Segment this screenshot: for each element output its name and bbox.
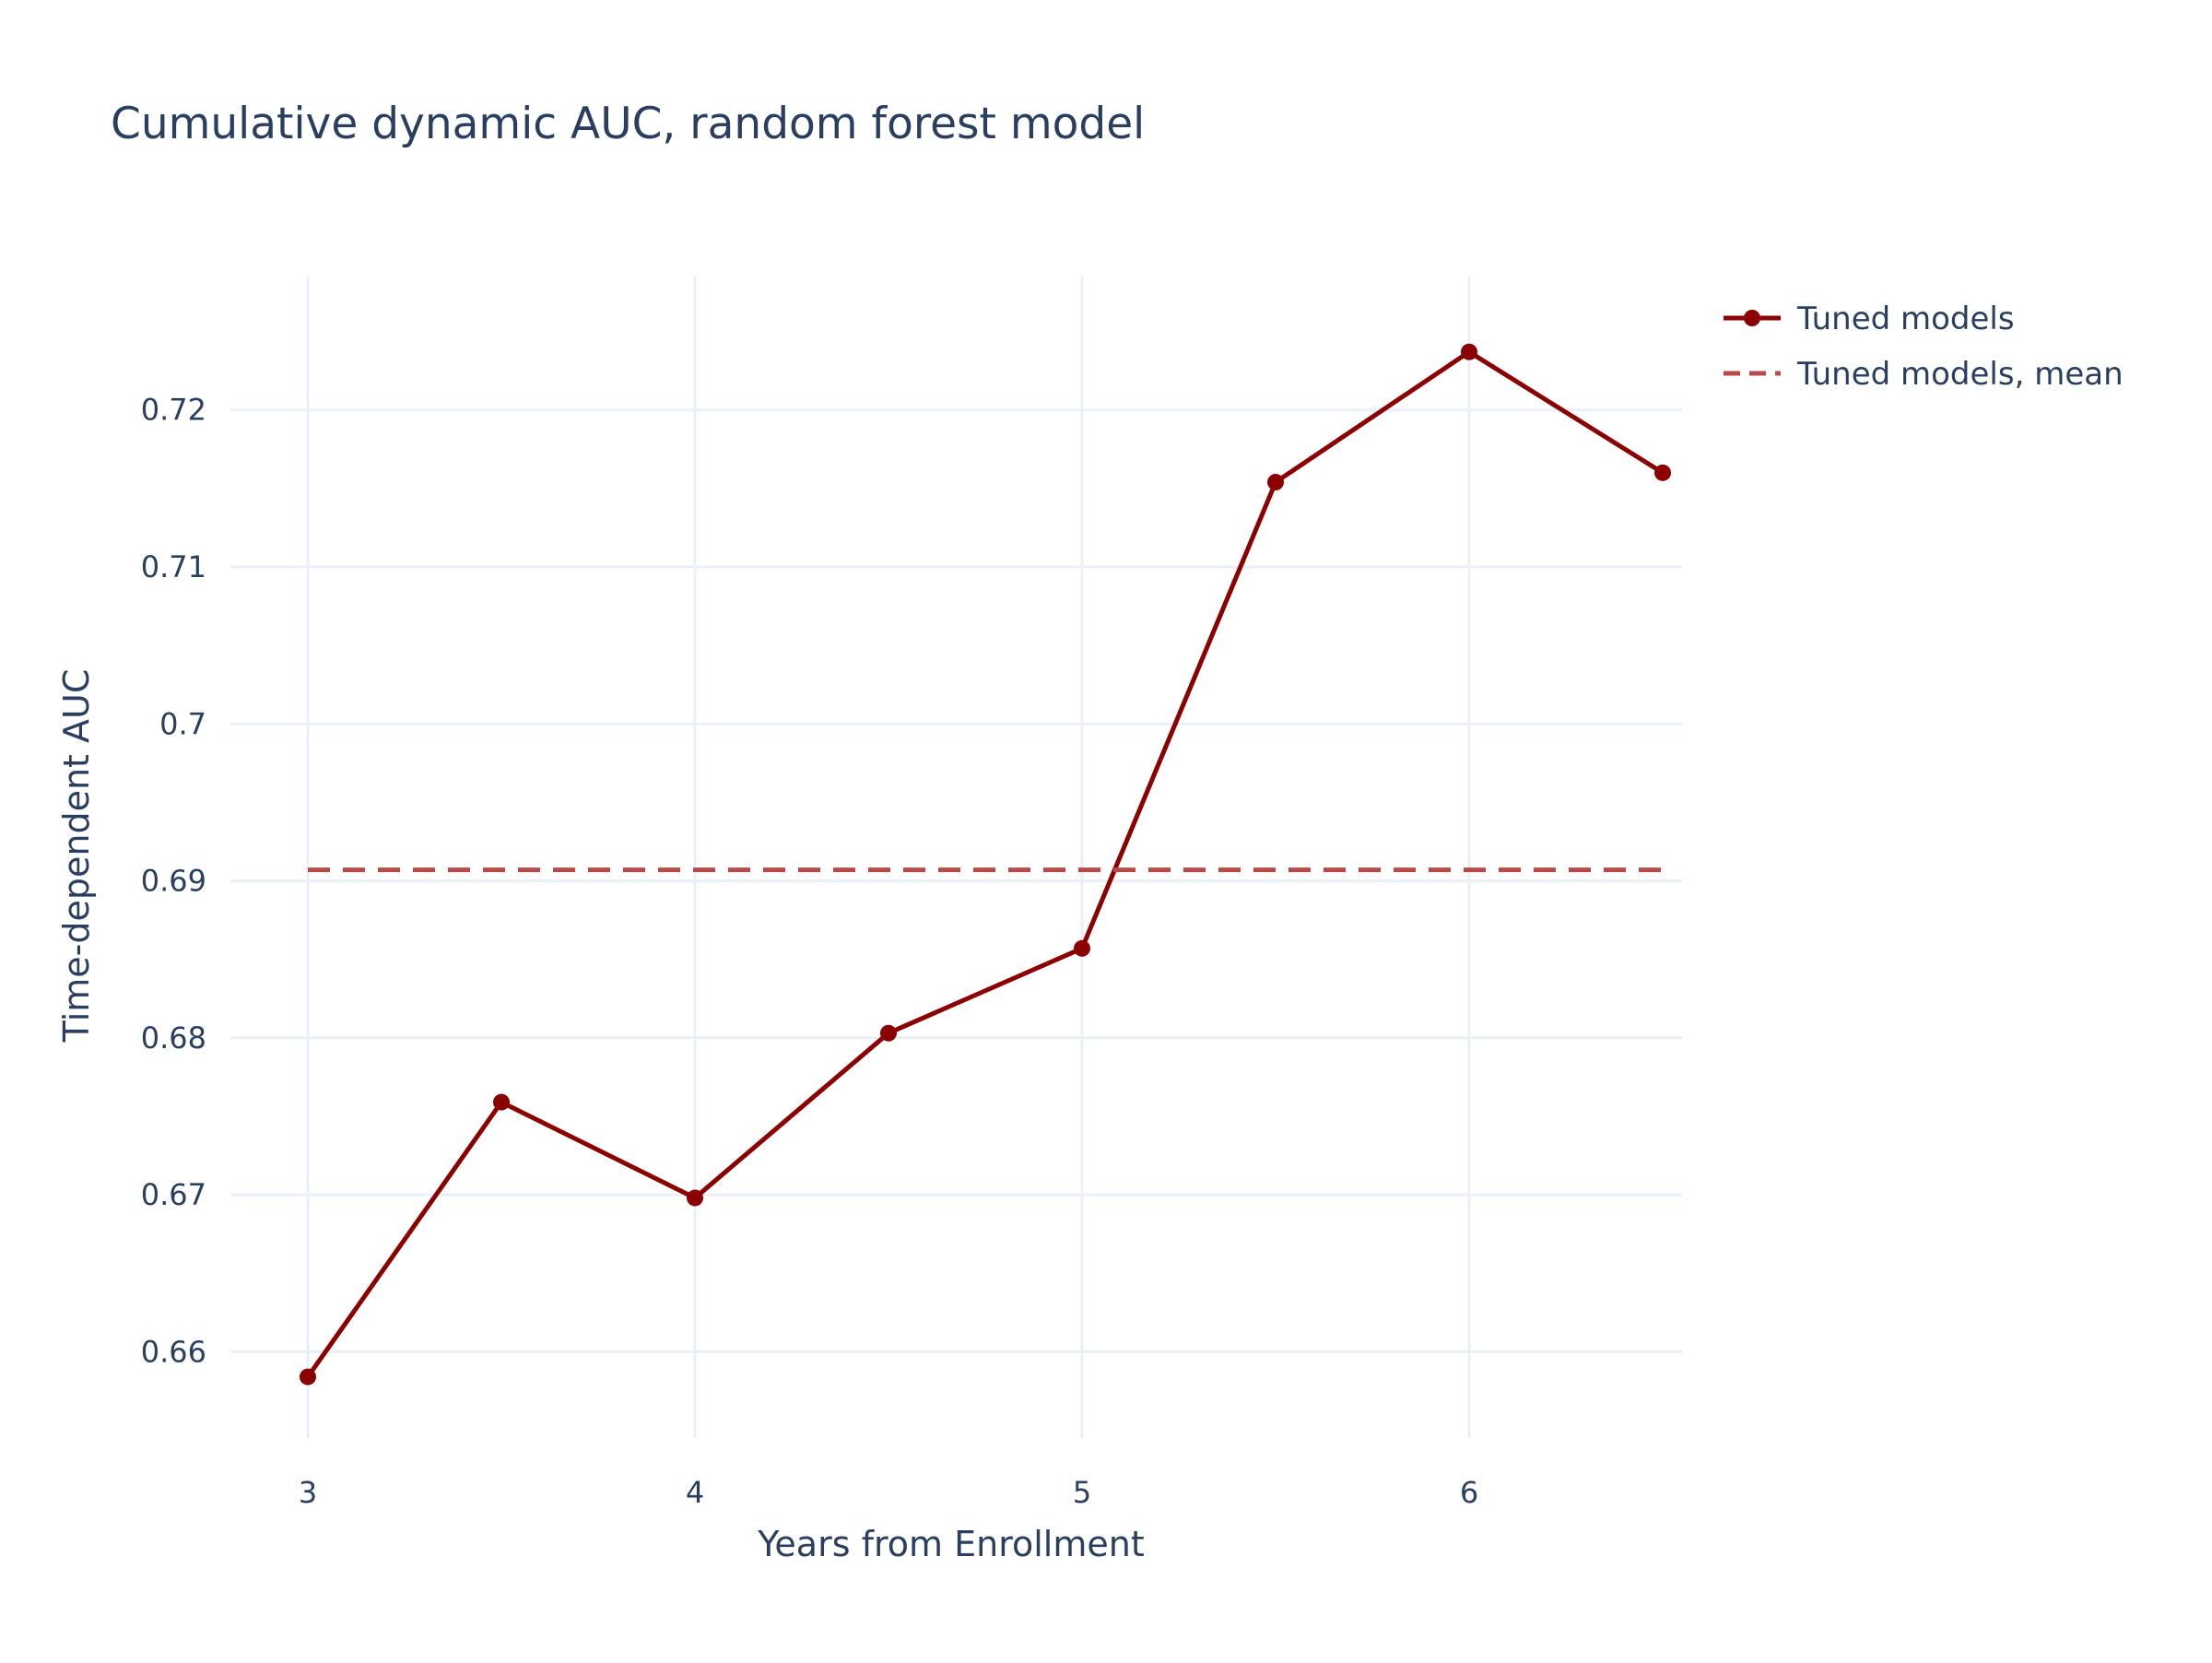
chart-title: Cumulative dynamic AUC, random forest mo… [111,99,1145,149]
series-layer [300,343,1671,1386]
x-tick-label: 5 [1073,1475,1091,1510]
y-tick-label: 0.66 [141,1334,206,1369]
y-tick-label: 0.72 [141,393,206,428]
legend-item[interactable]: Tuned models [1724,301,2015,337]
tick-layer: 3 4 5 6 0.66 0.67 0.68 0.69 0.7 0.71 0.72 [141,393,1478,1510]
data-point[interactable] [1461,343,1477,360]
grid-layer [230,277,1682,1438]
legend-label: Tuned models [1796,301,2015,337]
data-point[interactable] [1654,464,1671,481]
y-tick-label: 0.69 [141,864,206,899]
legend-item[interactable]: Tuned models, mean [1724,356,2124,393]
data-point[interactable] [880,1024,897,1042]
y-tick-label: 0.67 [141,1177,206,1212]
data-point[interactable] [493,1093,510,1111]
y-axis-title: Time-dependent AUC [56,669,97,1044]
y-tick-label: 0.71 [141,549,206,584]
x-tick-label: 4 [686,1475,704,1510]
y-tick-label: 0.68 [141,1020,206,1056]
data-point[interactable] [687,1189,703,1207]
data-point[interactable] [1074,939,1090,957]
series-line-tuned-models [305,349,1665,1379]
legend-label: Tuned models, mean [1796,356,2124,393]
legend-swatch-marker [1744,310,1760,326]
data-point[interactable] [300,1368,316,1386]
legend[interactable]: Tuned models Tuned models, mean [1724,301,2124,393]
data-point[interactable] [1267,474,1284,491]
y-tick-label: 0.7 [159,706,206,741]
x-tick-label: 3 [299,1475,317,1510]
x-tick-label: 6 [1460,1475,1478,1510]
x-axis-title: Years from Enrollment [757,1524,1144,1564]
